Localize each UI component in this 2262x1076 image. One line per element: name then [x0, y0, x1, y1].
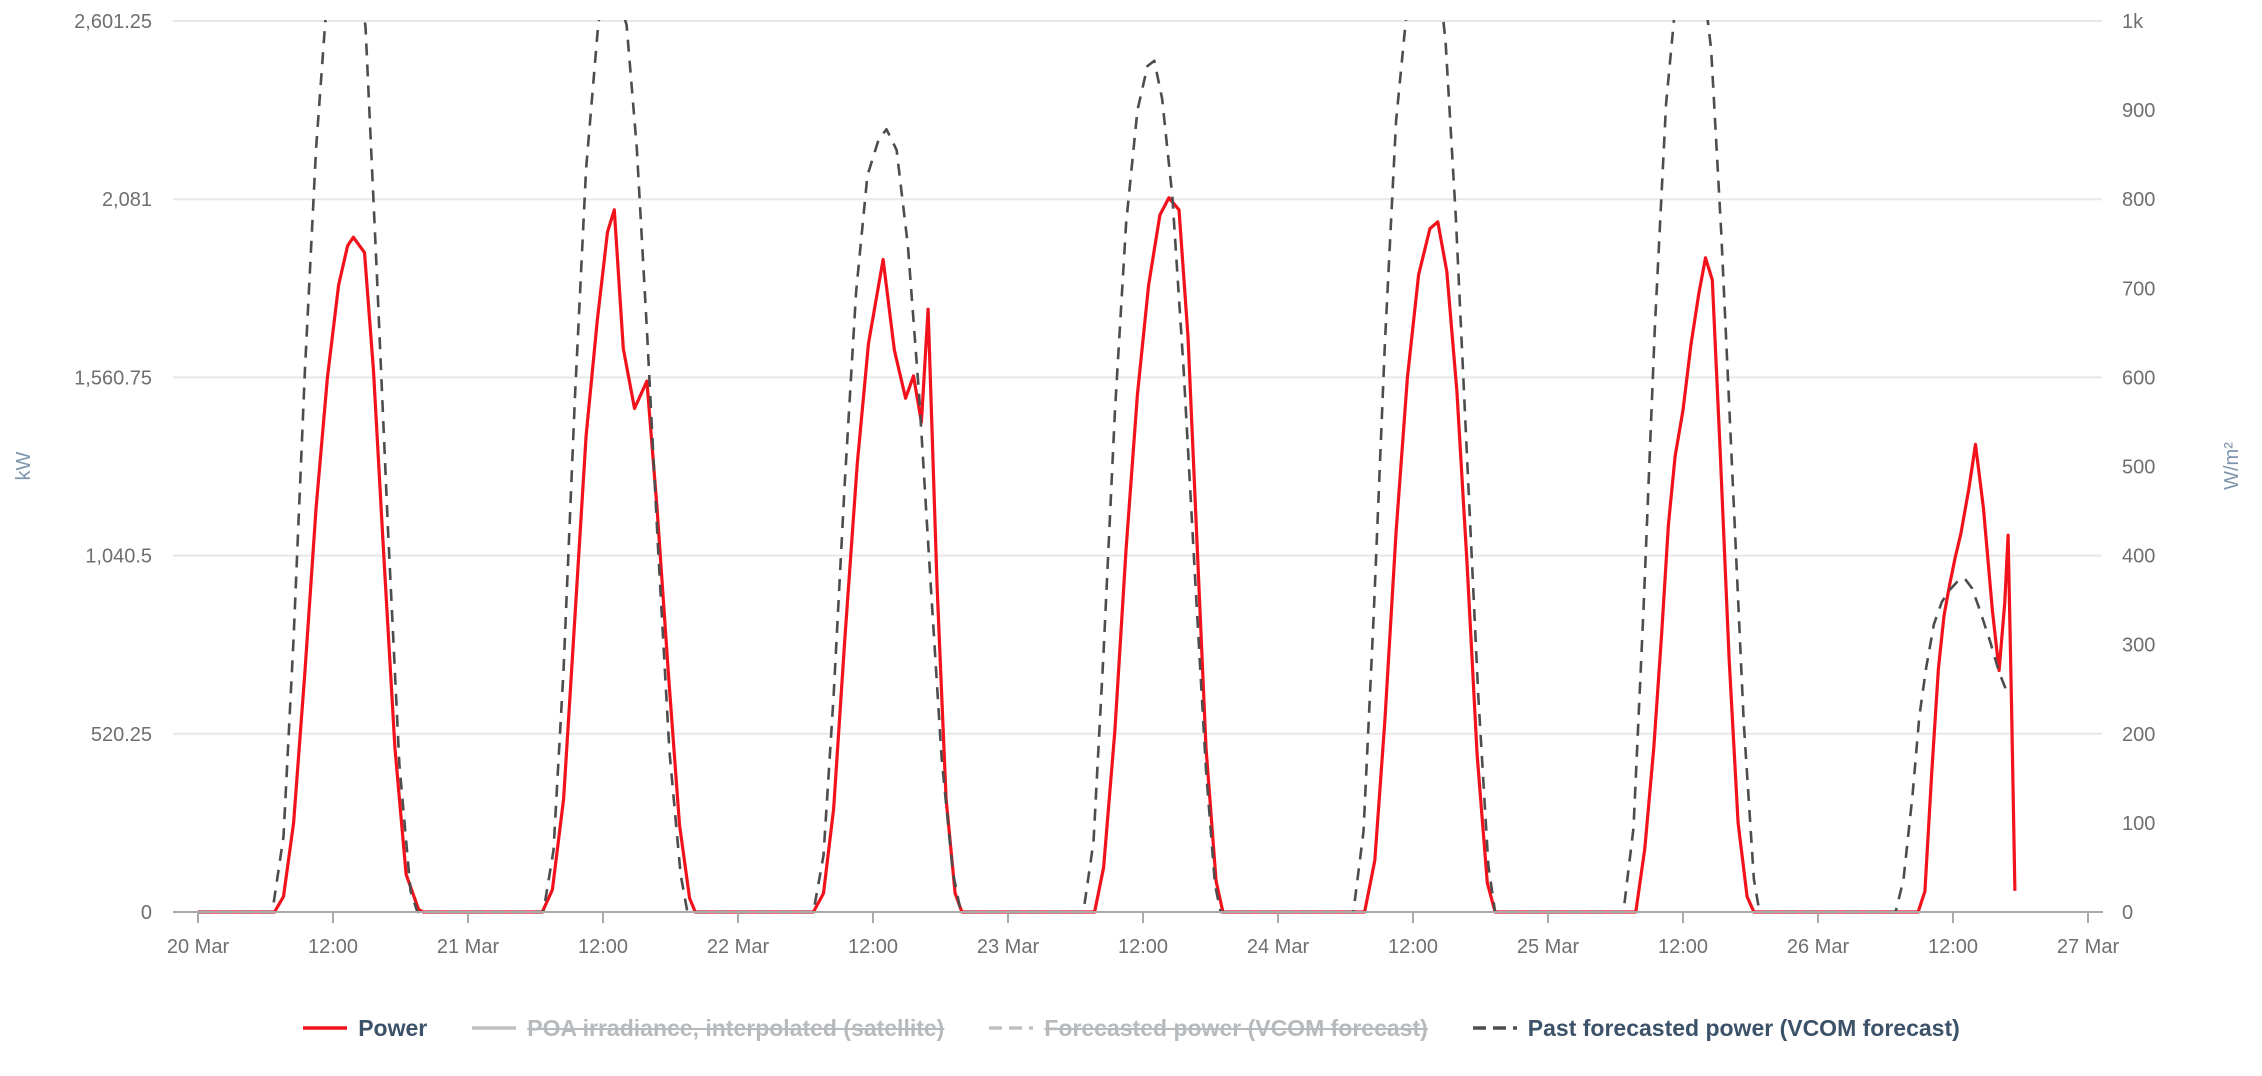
legend-label: Past forecasted power (VCOM forecast)	[1527, 1014, 1960, 1041]
x-tick-label: 27 Mar	[2057, 936, 2120, 958]
chart-svg: 20 Mar 12:00 21 Mar 12:00 22 Mar 12:00 23 Mar 1…	[13, 0, 2243, 958]
legend-item-forecasted-power-vcom-forecast-[interactable]: Forecasted power (VCOM forecast)	[988, 1014, 1428, 1042]
legend-item-poa-irradiance-interpolated-satellite-[interactable]: POA irradiance, interpolated (satellite)	[471, 1015, 944, 1042]
x-tick-label: 12:00	[578, 936, 628, 958]
x-tick-label: 12:00	[1118, 936, 1168, 958]
x-tick-label: 12:00	[1388, 936, 1438, 958]
x-tick-label: 23 Mar	[977, 936, 1040, 958]
left-axis-tick-label: 2,081	[102, 189, 152, 211]
x-tick-label: 12:00	[1658, 936, 1708, 958]
right-axis-tick-label: 800	[2122, 189, 2155, 211]
left-axis-labels: 0 520.25 1,040.5 1,560.75 2,081 2,601.25	[74, 11, 152, 924]
x-axis-labels: 20 Mar 12:00 21 Mar 12:00 22 Mar 12:00 23 Mar 1…	[167, 936, 2120, 958]
x-tick-label: 25 Mar	[1517, 936, 1580, 958]
right-axis-tick-label: 700	[2122, 278, 2155, 300]
left-axis-tick-label: 520.25	[91, 724, 152, 746]
right-axis-unit-label: W/m²	[2221, 442, 2243, 490]
x-tick-label: 24 Mar	[1247, 936, 1310, 958]
x-tick-label: 12:00	[1928, 936, 1978, 958]
left-axis-tick-label: 0	[141, 902, 152, 924]
x-tick-label: 22 Mar	[707, 936, 770, 958]
series-lines	[198, 0, 2017, 914]
x-tick-label: 21 Mar	[437, 936, 500, 958]
left-axis-unit-label: kW	[13, 451, 35, 480]
plot-area[interactable]	[173, 20, 2103, 914]
x-tick-label: 12:00	[308, 936, 358, 958]
solid-line-swatch-icon	[472, 1026, 517, 1030]
right-axis-tick-label: 300	[2122, 635, 2155, 657]
time-series-chart: 20 Mar 12:00 21 Mar 12:00 22 Mar 12:00 23 Mar 1…	[13, 0, 2243, 958]
x-axis-ticks	[197, 912, 2089, 923]
left-axis-tick-label: 1,040.5	[85, 546, 152, 568]
right-axis-tick-label: 200	[2122, 724, 2155, 746]
legend-item-past-forecasted-power-vcom-forecast-[interactable]: Past forecasted power (VCOM forecast)	[1472, 1015, 1960, 1042]
right-axis-tick-label: 400	[2122, 546, 2155, 568]
legend-label: Forecasted power (VCOM forecast)	[1044, 1014, 1428, 1041]
right-axis-tick-label: 0	[2122, 902, 2133, 924]
legend-label: Power	[358, 1014, 428, 1041]
left-axis-tick-label: 1,560.75	[74, 367, 152, 389]
right-axis-tick-label: 100	[2122, 813, 2155, 835]
x-tick-label: 12:00	[848, 936, 898, 958]
left-axis-tick-label: 2,601.25	[74, 11, 152, 33]
right-axis-tick-label: 500	[2122, 457, 2155, 479]
right-axis-tick-label: 600	[2122, 367, 2155, 389]
series-line-past-forecasted-power-vcom-forecast-[interactable]	[198, 0, 2008, 914]
right-axis-labels: 0 100 200 300 400 500 600 700 800 900 1k	[2122, 11, 2155, 924]
legend-item-power[interactable]: Power	[302, 1015, 427, 1042]
x-tick-label: 20 Mar	[167, 936, 230, 958]
right-axis-tick-label: 900	[2122, 100, 2155, 122]
gridlines	[173, 20, 2102, 735]
dashed-line-swatch-icon	[989, 1026, 1034, 1030]
chart-legend: Power POA irradiance, interpolated (satel…	[0, 998, 2262, 1058]
legend-label: POA irradiance, interpolated (satellite)	[527, 1014, 945, 1041]
right-axis-tick-label: 1k	[2122, 11, 2144, 33]
series-line-power[interactable]	[198, 196, 2017, 914]
solid-line-swatch-icon	[303, 1026, 348, 1030]
dashed-line-swatch-icon	[1472, 1026, 1517, 1030]
x-tick-label: 26 Mar	[1787, 936, 1850, 958]
